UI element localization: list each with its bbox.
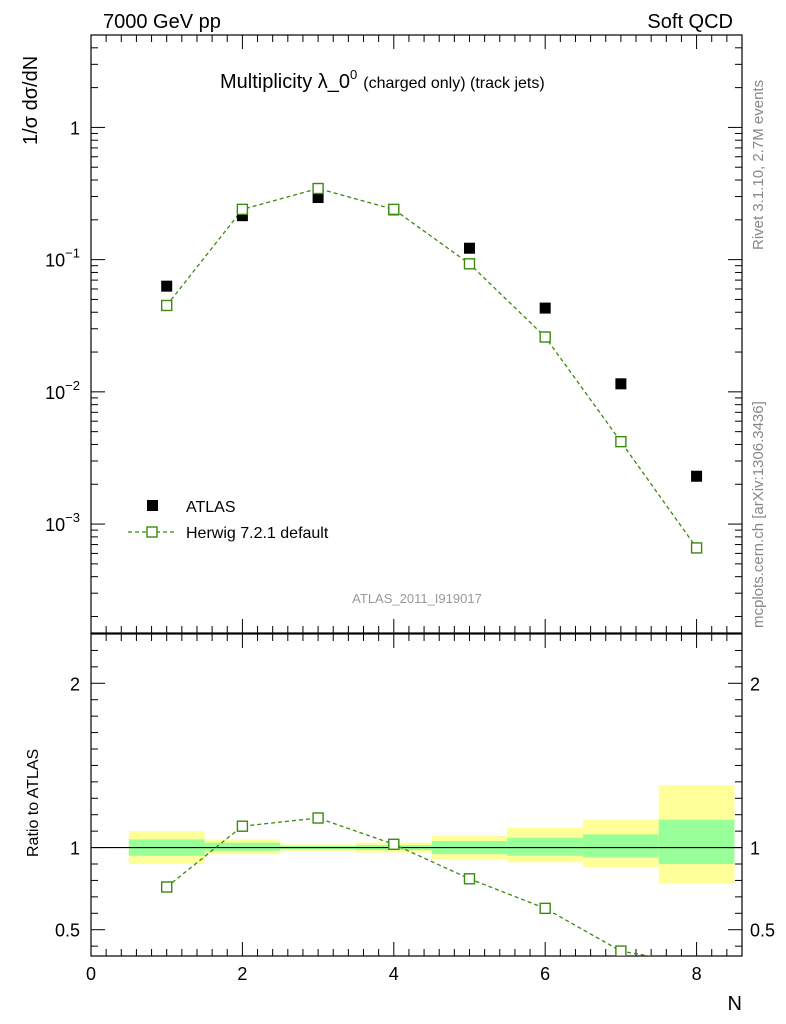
atlas-point	[312, 192, 324, 204]
xtick-label: 6	[540, 964, 550, 984]
main-ytick-label-exp: −2	[65, 378, 80, 393]
ratio-axis-ticks: 0.5 0.5 1 1 2 2 0 2 4 6 8	[55, 633, 775, 984]
legend: ATLAS Herwig 7.2.1 default	[128, 499, 329, 542]
legend-atlas-marker	[147, 500, 158, 511]
ratio-ytick-label: 2	[70, 674, 80, 694]
mcplots-info: mcplots.cern.ch [arXiv:1306.3436]	[750, 401, 767, 628]
rivet-info: Rivet 3.1.10, 2.7M events	[750, 80, 767, 250]
main-ytick-label: 10−3	[45, 510, 80, 535]
main-ytick-label-base: 1	[70, 118, 80, 138]
plot-title-main: Multiplicity λ_0	[220, 71, 350, 93]
herwig-point	[236, 203, 249, 216]
atlas-point	[691, 470, 703, 482]
main-ylabel: 1/σ dσ/dN	[20, 56, 42, 145]
ratio-ytick-label-right: 0.5	[750, 921, 775, 941]
main-ytick-label-exp: −1	[65, 246, 80, 261]
ratio-herwig-line	[166, 817, 654, 956]
xtick-label: 8	[692, 964, 702, 984]
main-frame	[90, 34, 743, 634]
atlas-point	[539, 302, 551, 314]
header-category: Soft QCD	[647, 11, 733, 33]
xtick-label: 0	[86, 964, 96, 984]
ratio-ytick-label-right: 2	[750, 674, 760, 694]
main-ytick-label-base: 10	[45, 515, 65, 535]
main-ytick-label: 10−1	[45, 246, 80, 271]
main-axis-ticks: 110−110−210−3	[45, 34, 742, 633]
plot-title-sup: 0	[350, 67, 357, 82]
legend-herwig-marker	[146, 526, 158, 538]
herwig-point	[615, 435, 627, 448]
legend-herwig-label: Herwig 7.2.1 default	[186, 525, 329, 542]
ratio-band-inner	[658, 819, 735, 864]
main-plot-area	[160, 182, 703, 554]
ratio-plot-area	[160, 812, 654, 956]
ratio-herwig-point	[160, 881, 173, 893]
xtick-label: 2	[237, 964, 247, 984]
herwig-line	[166, 187, 698, 549]
ratio-ylabel: Ratio to ATLAS	[25, 749, 42, 857]
ratio-band-inner	[507, 837, 584, 856]
ratio-herwig-point	[312, 812, 324, 824]
legend-atlas-label: ATLAS	[186, 499, 236, 516]
ratio-ytick-label: 1	[70, 839, 80, 859]
header-energy: 7000 GeV pp	[103, 11, 221, 33]
x-axis-label: N	[728, 993, 742, 1015]
ratio-ytick-label-right: 1	[750, 839, 760, 859]
herwig-point	[160, 299, 173, 312]
ratio-frame	[90, 633, 743, 957]
main-ytick-label: 10−2	[45, 378, 80, 403]
main-ytick-label-exp: −3	[65, 510, 80, 525]
herwig-point	[690, 542, 703, 554]
herwig-point	[463, 258, 476, 270]
ratio-herwig-point	[388, 838, 400, 850]
ratio-band-inner	[583, 834, 659, 858]
herwig-point	[312, 182, 324, 195]
ratio-herwig-point	[236, 820, 249, 832]
ratio-herwig-point	[463, 873, 476, 885]
atlas-point	[236, 210, 248, 222]
ratio-band-inner	[204, 842, 281, 851]
ratio-ytick-label: 0.5	[55, 921, 80, 941]
main-ytick-label-base: 10	[45, 383, 65, 403]
ratio-uncertainty-bands	[128, 785, 735, 884]
atlas-point	[161, 280, 173, 292]
main-ytick-label-base: 10	[45, 251, 65, 271]
herwig-point	[388, 203, 400, 216]
atlas-point	[615, 378, 627, 390]
plot-title-suffix: (charged only) (track jets)	[363, 75, 544, 92]
ratio-herwig-point	[615, 945, 627, 956]
atlas-point	[463, 242, 475, 254]
analysis-id: ATLAS_2011_I919017	[352, 591, 482, 606]
herwig-point	[539, 331, 551, 343]
ratio-herwig-point	[539, 902, 551, 915]
main-ytick-label: 1	[70, 118, 80, 138]
xtick-label: 4	[389, 964, 399, 984]
plot-title: Multiplicity λ_00 (charged only) (track j…	[220, 67, 545, 93]
